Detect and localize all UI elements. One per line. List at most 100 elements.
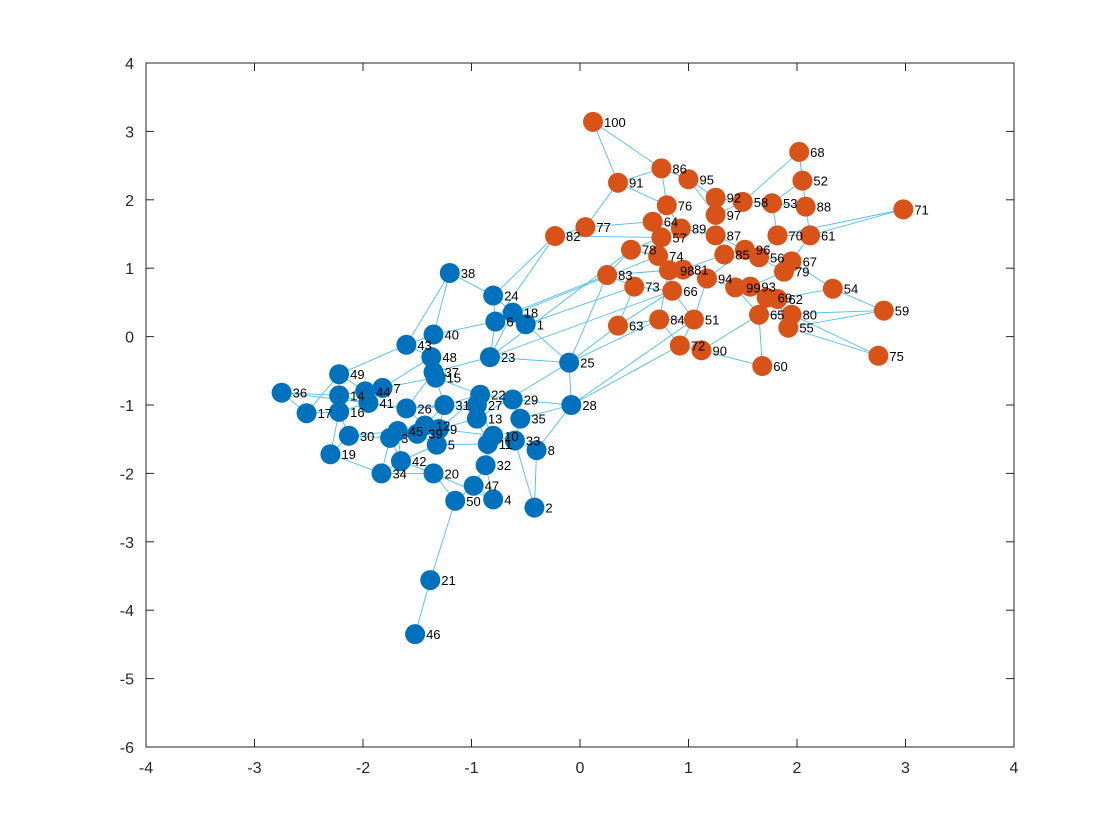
graph-node-66 (662, 280, 683, 301)
node-label-100: 100 (604, 115, 626, 130)
graph-node-72 (669, 335, 690, 356)
graph-node-14 (329, 385, 350, 406)
graph-edge (476, 362, 570, 420)
graph-node-1 (515, 314, 536, 335)
graph-edge (585, 221, 653, 228)
node-label-98: 98 (680, 263, 694, 278)
graph-node-29 (502, 389, 523, 410)
node-label-63: 63 (629, 319, 643, 334)
graph-node-90 (691, 340, 712, 361)
graph-edge (742, 151, 800, 203)
graph-node-44 (355, 381, 376, 402)
graph-node-61 (800, 225, 821, 246)
graph-edge (701, 349, 763, 367)
node-label-36: 36 (293, 386, 307, 401)
node-label-32: 32 (497, 458, 511, 473)
node-label-28: 28 (582, 398, 596, 413)
node-label-85: 85 (735, 248, 749, 263)
graph-node-4 (483, 489, 504, 510)
graph-node-100 (583, 111, 604, 132)
node-label-56: 56 (770, 250, 784, 265)
y-tick-label: 2 (125, 193, 134, 210)
graph-node-20 (423, 463, 444, 484)
node-label-78: 78 (642, 243, 656, 258)
node-label-83: 83 (618, 268, 632, 283)
node-label-66: 66 (683, 284, 697, 299)
node-label-71: 71 (914, 202, 928, 217)
graph-node-77 (575, 217, 596, 238)
graph-node-52 (792, 170, 813, 191)
graph-edge (607, 269, 670, 276)
node-label-61: 61 (821, 228, 835, 243)
graph-edge (406, 272, 451, 346)
node-label-97: 97 (727, 208, 741, 223)
node-label-90: 90 (713, 343, 727, 358)
graph-node-27 (466, 395, 487, 415)
node-label-33: 33 (526, 434, 540, 449)
graph-node-98 (658, 260, 679, 281)
graph-node-21 (420, 570, 441, 591)
node-label-8: 8 (548, 443, 555, 458)
node-label-82: 82 (566, 229, 580, 244)
node-label-54: 54 (844, 282, 858, 297)
graph-edge (568, 325, 619, 363)
graph-node-58 (732, 191, 753, 212)
node-label-89: 89 (692, 222, 706, 237)
node-label-62: 62 (788, 292, 802, 307)
graph-node-6 (485, 311, 506, 332)
node-label-53: 53 (783, 196, 797, 211)
node-label-42: 42 (412, 454, 426, 469)
graph-node-80 (781, 304, 802, 325)
graph-node-96 (734, 239, 755, 260)
graph-node-46 (405, 624, 426, 645)
graph-node-35 (510, 408, 531, 429)
graph-edge (489, 290, 673, 358)
x-tick-label: 3 (901, 760, 910, 777)
graph-node-73 (624, 276, 645, 297)
node-label-91: 91 (629, 176, 643, 191)
graph-node-39 (407, 423, 428, 444)
graph-edge (433, 321, 496, 335)
graph-node-54 (822, 278, 843, 299)
node-label-31: 31 (455, 398, 469, 413)
graph-edge (617, 290, 673, 327)
node-label-29: 29 (524, 393, 538, 408)
node-label-93: 93 (761, 280, 775, 295)
node-label-16: 16 (350, 405, 364, 420)
graph-edge (777, 208, 904, 236)
node-label-7: 7 (394, 381, 401, 396)
graph-node-92 (705, 187, 726, 208)
graph-node-84 (649, 309, 670, 330)
graph-node-17 (296, 403, 317, 424)
graph-node-85 (714, 244, 735, 265)
y-tick-label: 3 (125, 124, 134, 141)
node-label-92: 92 (727, 191, 741, 206)
graph-node-94 (696, 268, 717, 289)
node-label-37: 37 (445, 365, 459, 380)
graph-node-23 (479, 347, 500, 368)
graph-edge (788, 327, 879, 357)
node-label-38: 38 (461, 266, 475, 281)
node-label-43: 43 (417, 338, 431, 353)
graph-node-40 (423, 324, 444, 345)
node-label-72: 72 (691, 338, 705, 353)
graph-edge (281, 392, 369, 404)
graph-node-33 (504, 430, 525, 451)
graph-node-70 (767, 225, 788, 246)
node-label-58: 58 (754, 195, 768, 210)
graph-node-81 (673, 259, 694, 280)
x-tick-label: 1 (684, 760, 693, 777)
node-label-96: 96 (756, 243, 770, 258)
graph-node-65 (749, 304, 770, 325)
graph-node-99 (725, 277, 746, 298)
graph-node-8 (526, 440, 547, 461)
node-label-34: 34 (392, 466, 406, 481)
node-label-47: 47 (485, 479, 499, 494)
node-label-25: 25 (580, 356, 594, 371)
graph-edge (701, 314, 760, 351)
node-label-22: 22 (491, 388, 505, 403)
graph-node-11 (477, 433, 498, 454)
node-label-4: 4 (504, 492, 511, 507)
graph-edge (525, 286, 635, 325)
